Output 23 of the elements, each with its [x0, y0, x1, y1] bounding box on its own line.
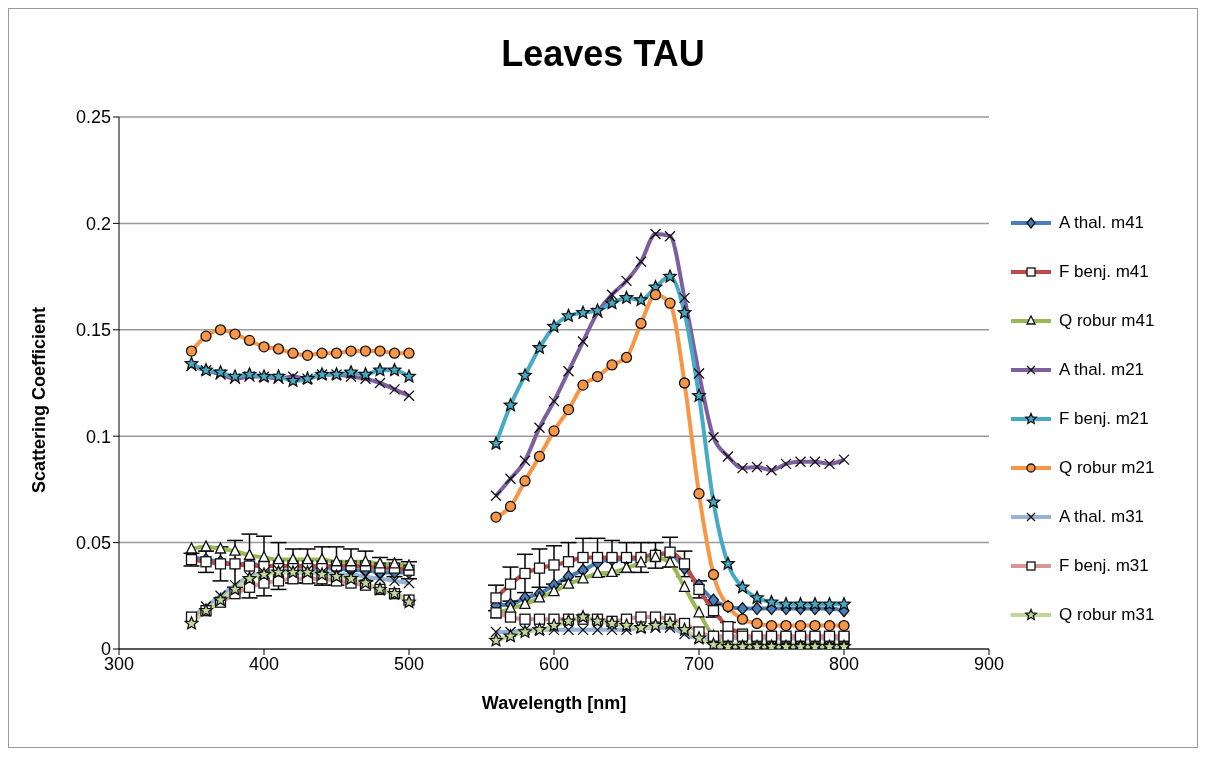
y-tick-label: 0.25	[75, 107, 111, 128]
y-tick-label: 0.05	[75, 532, 111, 553]
legend-label: A thal. m31	[1059, 507, 1145, 527]
chart-title: Leaves TAU	[500, 32, 706, 76]
y-axis-title: Scattering Coefficient	[29, 306, 50, 493]
x-tick-label: 700	[683, 653, 715, 674]
legend-label: A thal. m21	[1059, 360, 1145, 380]
legend-label: Q robur m31	[1059, 605, 1155, 625]
legend-label: F benj. m21	[1059, 409, 1149, 429]
legend-label: Q robur m41	[1059, 311, 1155, 331]
x-tick-label: 800	[828, 653, 860, 674]
x-axis-title: Wavelength [nm]	[481, 693, 627, 713]
y-tick-label: 0.1	[85, 426, 111, 447]
x-tick-label: 400	[248, 653, 280, 674]
x-tick-label: 900	[973, 653, 1005, 674]
legend-label: A thal. m41	[1059, 213, 1145, 233]
x-tick-label: 500	[393, 653, 425, 674]
x-tick-label: 600	[538, 653, 570, 674]
legend-label: F benj. m41	[1059, 262, 1149, 282]
legend-label: Q robur m21	[1059, 458, 1155, 478]
legend-label: F benj. m31	[1059, 556, 1149, 576]
y-tick-label: 0.2	[85, 213, 111, 234]
y-tick-label: 0.15	[75, 320, 111, 341]
